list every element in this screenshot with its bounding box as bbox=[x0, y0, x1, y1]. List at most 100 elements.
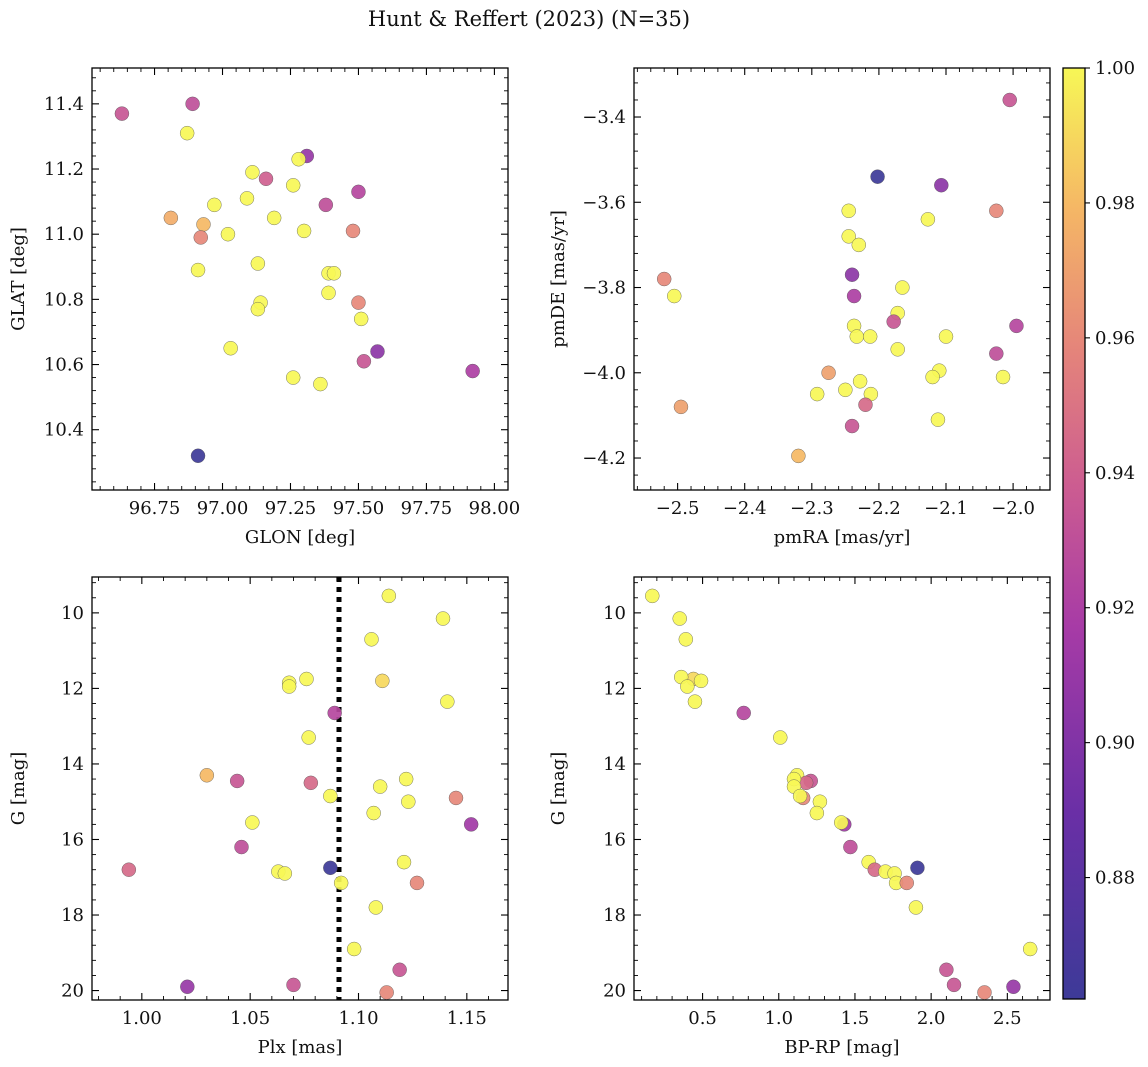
colorbar-tick-label: 0.96 bbox=[1095, 328, 1135, 349]
plot-frame bbox=[91, 67, 509, 491]
y-tick-label: −4.0 bbox=[582, 363, 626, 384]
y-tick-label: 20 bbox=[61, 981, 84, 1002]
y-tick-label: −3.8 bbox=[582, 278, 626, 299]
scatter-point bbox=[672, 611, 687, 626]
scatter-point bbox=[834, 815, 849, 830]
x-tick-label: −2.4 bbox=[723, 498, 767, 519]
y-tick-label: 20 bbox=[603, 981, 626, 1002]
x-tick-label: 1.5 bbox=[841, 1008, 870, 1029]
scatter-point bbox=[301, 730, 316, 745]
scatter-point bbox=[870, 169, 885, 184]
scatter-point bbox=[299, 671, 314, 687]
colorbar-tick-label: 0.98 bbox=[1095, 193, 1135, 214]
scatter-point bbox=[930, 412, 946, 427]
scatter-point bbox=[381, 588, 397, 604]
scatter-point bbox=[193, 230, 208, 245]
y-tick-label: 16 bbox=[603, 829, 626, 850]
x-tick-label: −2.5 bbox=[656, 498, 700, 519]
y-tick-label: 10 bbox=[61, 603, 84, 624]
scatter-point bbox=[645, 588, 660, 604]
scatter-point bbox=[678, 632, 694, 647]
plot-frame bbox=[91, 576, 509, 1001]
scatter-point bbox=[326, 266, 342, 281]
scatter-point bbox=[179, 125, 195, 141]
scatter-point bbox=[245, 165, 260, 180]
scatter-point bbox=[773, 730, 788, 745]
x-axis-label: pmRA [mas/yr] bbox=[774, 527, 911, 548]
scatter-point bbox=[910, 860, 925, 876]
scatter-point bbox=[736, 705, 751, 721]
scatter-point bbox=[989, 203, 1004, 218]
scatter-point bbox=[313, 376, 328, 392]
x-tick-label: 1.0 bbox=[764, 1008, 793, 1029]
scatter-point bbox=[846, 288, 862, 304]
scatter-point bbox=[920, 212, 936, 227]
scatter-point bbox=[258, 171, 274, 186]
scatter-point bbox=[809, 386, 825, 402]
scatter-point bbox=[346, 941, 362, 957]
scatter-point bbox=[680, 679, 695, 694]
scatter-point bbox=[791, 448, 806, 464]
panel-4: 0.5 1.0 1.5 2.0 2.5 10 12 14 16 18 20 BP-RP [mag] G … bbox=[548, 576, 1051, 1058]
scatter-point bbox=[843, 839, 858, 855]
colorbar-tick-label: 0.88 bbox=[1095, 868, 1135, 889]
y-tick-label: 12 bbox=[603, 678, 626, 699]
scatter-point bbox=[364, 632, 379, 647]
scatter-point bbox=[852, 374, 868, 389]
y-tick-label: 10.8 bbox=[44, 289, 84, 310]
plot-frame bbox=[633, 67, 1051, 491]
x-tick-label: 97.75 bbox=[401, 498, 453, 519]
y-tick-label: 10 bbox=[603, 603, 626, 624]
plot-frame bbox=[633, 576, 1051, 1001]
scatter-point bbox=[656, 271, 672, 287]
scatter-point bbox=[841, 229, 856, 244]
scatter-point bbox=[196, 217, 211, 232]
y-tick-label: −3.6 bbox=[582, 192, 626, 213]
scatter-point bbox=[296, 223, 312, 239]
x-tick-label: −2.1 bbox=[924, 498, 968, 519]
scatter-point bbox=[234, 839, 249, 855]
scatter-point bbox=[844, 418, 860, 434]
scatter-point bbox=[250, 256, 266, 271]
y-tick-label: 18 bbox=[603, 905, 626, 926]
x-tick-label: 1.15 bbox=[447, 1008, 487, 1029]
scatter-point bbox=[351, 184, 366, 200]
x-axis-label: BP-RP [mag] bbox=[784, 1037, 899, 1058]
y-tick-label: 14 bbox=[603, 754, 626, 775]
scatter-point bbox=[809, 805, 825, 821]
figure-title: Hunt & Reffert (2023) (N=35) bbox=[368, 7, 690, 31]
colorbar-gradient bbox=[1063, 68, 1085, 999]
scatter-point bbox=[303, 775, 319, 791]
scatter-point bbox=[190, 262, 206, 278]
x-tick-label: 2.0 bbox=[917, 1008, 946, 1029]
scatter-point bbox=[353, 311, 369, 327]
scatter-point bbox=[185, 96, 200, 112]
scatter-point bbox=[938, 329, 954, 344]
scatter-point bbox=[401, 794, 416, 809]
scatter-point bbox=[895, 280, 910, 295]
y-tick-label: 11.2 bbox=[44, 159, 84, 180]
scatter-point bbox=[345, 223, 361, 239]
y-axis-label: GLAT [deg] bbox=[8, 227, 29, 331]
scatter-point bbox=[223, 341, 238, 356]
panel-2: −2.5 −2.4 −2.3 −2.2 −2.1 −2.0 −4.2 −4.0 −3.8 −3.6… bbox=[548, 67, 1051, 548]
scatter-point bbox=[220, 226, 236, 242]
x-tick-label: 97.00 bbox=[197, 498, 249, 519]
scatter-point bbox=[379, 985, 394, 1000]
scatter-point bbox=[286, 977, 301, 993]
scatter-point bbox=[323, 788, 338, 804]
x-tick-label: 96.75 bbox=[129, 498, 181, 519]
scatter-point bbox=[114, 106, 130, 121]
scatter-point bbox=[321, 285, 336, 301]
scatter-point bbox=[277, 866, 293, 881]
y-axis-label: G [mag] bbox=[8, 752, 29, 825]
scatter-point bbox=[121, 862, 137, 877]
x-tick-label: −2.2 bbox=[857, 498, 901, 519]
scatter-point bbox=[372, 779, 388, 794]
x-axis-label: GLON [deg] bbox=[245, 527, 355, 548]
scatter-point bbox=[435, 611, 451, 626]
scatter-point bbox=[465, 363, 480, 379]
scatter-point bbox=[687, 694, 703, 709]
scatter-point bbox=[351, 295, 366, 310]
x-tick-label: 0.5 bbox=[688, 1008, 717, 1029]
